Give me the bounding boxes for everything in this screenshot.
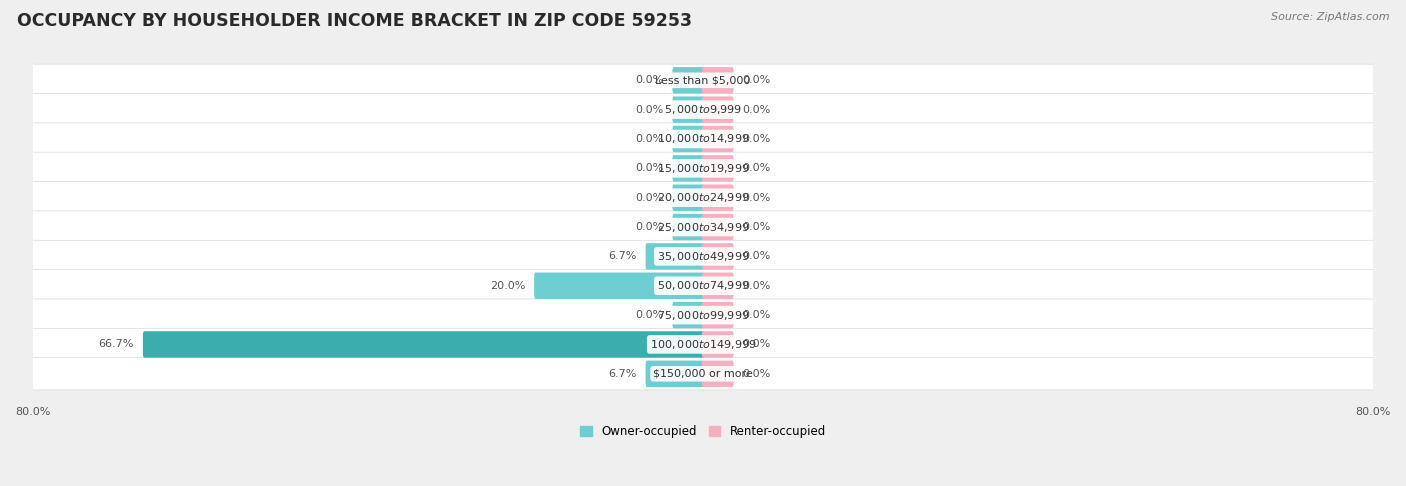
FancyBboxPatch shape bbox=[702, 96, 734, 123]
Text: $150,000 or more: $150,000 or more bbox=[654, 369, 752, 379]
FancyBboxPatch shape bbox=[702, 155, 734, 182]
Text: 0.0%: 0.0% bbox=[742, 104, 770, 115]
Text: Source: ZipAtlas.com: Source: ZipAtlas.com bbox=[1271, 12, 1389, 22]
Text: 6.7%: 6.7% bbox=[609, 251, 637, 261]
FancyBboxPatch shape bbox=[702, 331, 734, 358]
Text: $75,000 to $99,999: $75,000 to $99,999 bbox=[657, 309, 749, 322]
FancyBboxPatch shape bbox=[14, 123, 1392, 155]
Text: $5,000 to $9,999: $5,000 to $9,999 bbox=[664, 103, 742, 116]
FancyBboxPatch shape bbox=[14, 93, 1392, 126]
FancyBboxPatch shape bbox=[14, 299, 1392, 331]
Text: 0.0%: 0.0% bbox=[636, 134, 664, 144]
FancyBboxPatch shape bbox=[143, 331, 704, 358]
FancyBboxPatch shape bbox=[702, 185, 734, 211]
Text: $10,000 to $14,999: $10,000 to $14,999 bbox=[657, 133, 749, 145]
Text: 0.0%: 0.0% bbox=[636, 222, 664, 232]
FancyBboxPatch shape bbox=[645, 361, 704, 387]
Legend: Owner-occupied, Renter-occupied: Owner-occupied, Renter-occupied bbox=[575, 420, 831, 443]
Text: Less than $5,000: Less than $5,000 bbox=[655, 75, 751, 86]
Text: 0.0%: 0.0% bbox=[742, 369, 770, 379]
Text: 0.0%: 0.0% bbox=[742, 222, 770, 232]
Text: 6.7%: 6.7% bbox=[609, 369, 637, 379]
FancyBboxPatch shape bbox=[14, 329, 1392, 361]
FancyBboxPatch shape bbox=[702, 126, 734, 152]
Text: 66.7%: 66.7% bbox=[98, 339, 134, 349]
Text: $50,000 to $74,999: $50,000 to $74,999 bbox=[657, 279, 749, 292]
FancyBboxPatch shape bbox=[14, 152, 1392, 185]
Text: 0.0%: 0.0% bbox=[742, 134, 770, 144]
Text: 0.0%: 0.0% bbox=[636, 163, 664, 174]
Text: 0.0%: 0.0% bbox=[636, 192, 664, 203]
FancyBboxPatch shape bbox=[672, 96, 704, 123]
Text: 0.0%: 0.0% bbox=[636, 75, 664, 86]
Text: $100,000 to $149,999: $100,000 to $149,999 bbox=[650, 338, 756, 351]
Text: $20,000 to $24,999: $20,000 to $24,999 bbox=[657, 191, 749, 204]
FancyBboxPatch shape bbox=[534, 273, 704, 299]
FancyBboxPatch shape bbox=[14, 182, 1392, 214]
FancyBboxPatch shape bbox=[672, 302, 704, 329]
Text: $15,000 to $19,999: $15,000 to $19,999 bbox=[657, 162, 749, 175]
Text: 0.0%: 0.0% bbox=[742, 75, 770, 86]
FancyBboxPatch shape bbox=[672, 67, 704, 93]
FancyBboxPatch shape bbox=[672, 214, 704, 240]
FancyBboxPatch shape bbox=[672, 155, 704, 182]
FancyBboxPatch shape bbox=[702, 302, 734, 329]
FancyBboxPatch shape bbox=[672, 126, 704, 152]
FancyBboxPatch shape bbox=[14, 358, 1392, 390]
Text: 0.0%: 0.0% bbox=[742, 339, 770, 349]
FancyBboxPatch shape bbox=[14, 240, 1392, 273]
Text: 0.0%: 0.0% bbox=[636, 310, 664, 320]
Text: 0.0%: 0.0% bbox=[742, 192, 770, 203]
Text: 0.0%: 0.0% bbox=[636, 104, 664, 115]
FancyBboxPatch shape bbox=[645, 243, 704, 270]
FancyBboxPatch shape bbox=[702, 273, 734, 299]
Text: 0.0%: 0.0% bbox=[742, 281, 770, 291]
Text: 0.0%: 0.0% bbox=[742, 163, 770, 174]
Text: $25,000 to $34,999: $25,000 to $34,999 bbox=[657, 221, 749, 234]
FancyBboxPatch shape bbox=[14, 211, 1392, 243]
FancyBboxPatch shape bbox=[14, 270, 1392, 302]
FancyBboxPatch shape bbox=[702, 67, 734, 93]
FancyBboxPatch shape bbox=[702, 214, 734, 240]
Text: 0.0%: 0.0% bbox=[742, 251, 770, 261]
FancyBboxPatch shape bbox=[14, 64, 1392, 96]
FancyBboxPatch shape bbox=[702, 243, 734, 270]
Text: 20.0%: 20.0% bbox=[491, 281, 526, 291]
FancyBboxPatch shape bbox=[672, 185, 704, 211]
Text: $35,000 to $49,999: $35,000 to $49,999 bbox=[657, 250, 749, 263]
Text: OCCUPANCY BY HOUSEHOLDER INCOME BRACKET IN ZIP CODE 59253: OCCUPANCY BY HOUSEHOLDER INCOME BRACKET … bbox=[17, 12, 692, 30]
FancyBboxPatch shape bbox=[702, 361, 734, 387]
Text: 0.0%: 0.0% bbox=[742, 310, 770, 320]
